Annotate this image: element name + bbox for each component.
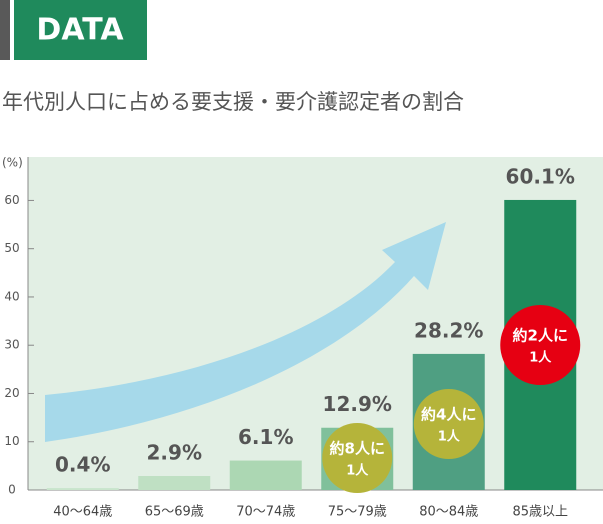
value-label: 6.1% <box>238 425 293 449</box>
value-label: 28.2% <box>414 318 483 342</box>
y-axis-label: (%) <box>2 156 23 170</box>
value-label: 60.1% <box>506 164 575 188</box>
y-tick-label: 20 <box>4 386 19 400</box>
x-tick-label: 75～79歳 <box>328 505 387 520</box>
badge <box>322 423 393 493</box>
badge-text: 1人 <box>438 429 461 445</box>
badge-text: 1人 <box>529 350 552 366</box>
badge <box>413 389 484 459</box>
header-strip <box>0 0 10 60</box>
x-tick-label: 70～74歳 <box>236 505 295 520</box>
y-tick-label: 10 <box>4 434 19 448</box>
trend-arrow <box>45 222 446 442</box>
value-label: 2.9% <box>147 441 202 465</box>
badge-text: 約8人に <box>330 440 385 458</box>
bar <box>229 460 302 490</box>
x-tick-label: 65～69歳 <box>145 505 204 520</box>
bar <box>138 476 211 490</box>
x-tick-label: 80～84歳 <box>419 505 478 520</box>
badge <box>500 305 581 385</box>
badge-text: 約4人に <box>421 406 476 424</box>
x-tick-label: 85歳以上 <box>512 505 568 520</box>
y-tick-label: 30 <box>4 338 19 352</box>
badge-text: 1人 <box>346 463 369 479</box>
x-tick-label: 40～64歳 <box>53 505 112 520</box>
header-box <box>14 0 147 60</box>
value-label: 0.4% <box>55 453 110 477</box>
y-tick-label: 60 <box>4 193 19 207</box>
bar <box>46 488 119 490</box>
y-tick-label: 40 <box>4 289 19 303</box>
chart-title: 年代別人口に占める要支援・要介護認定者の割合 <box>2 90 464 114</box>
header: DATA <box>36 13 124 48</box>
y-tick-label: 0 <box>8 483 16 497</box>
value-label: 12.9% <box>323 392 392 416</box>
badge-text: 約2人に <box>513 327 568 345</box>
y-tick-label: 50 <box>4 241 19 255</box>
